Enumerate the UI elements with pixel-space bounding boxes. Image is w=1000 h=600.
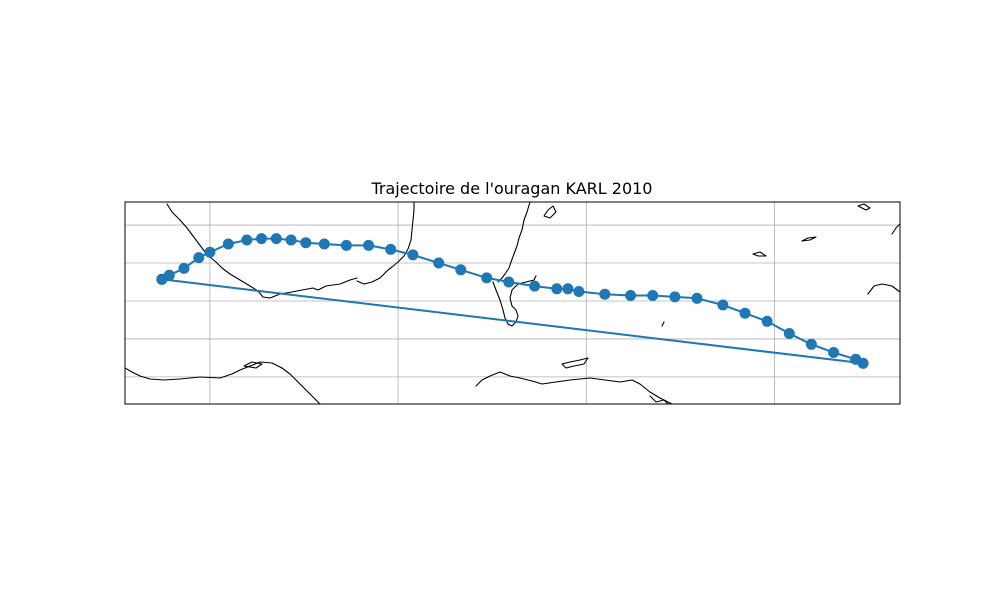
track-point-16 [433,257,445,269]
track-point-15 [407,249,419,261]
track-point-12 [340,239,352,251]
track-point-24 [599,288,611,300]
coastline-island-6 [891,223,901,235]
coastline-island-5 [857,203,871,211]
track-point-11 [318,238,330,250]
track-point-19 [503,276,515,288]
track-point-30 [739,307,751,319]
track-point-10 [300,237,312,249]
track-point-21 [551,283,563,295]
track-point-20 [529,280,541,292]
track-point-27 [669,291,681,303]
track-point-37 [156,273,168,285]
coastline-south [124,361,321,405]
coastline-island-3 [752,251,767,257]
track-point-33 [805,338,817,350]
coastline-yucatan [356,201,415,285]
coastline-central-america [475,371,673,405]
coastline-island-1 [543,205,557,219]
track-point-4 [204,246,216,258]
track-point-2 [178,262,190,274]
track-point-17 [455,264,467,276]
track-markers [156,233,869,369]
coastlines [124,201,901,405]
coastline-island-4 [801,236,817,242]
track-point-6 [241,234,253,246]
track-point-5 [222,238,234,250]
track-point-28 [691,292,703,304]
track-point-29 [717,299,729,311]
track-point-9 [285,234,297,246]
track-point-31 [761,315,773,327]
track-point-36 [857,357,869,369]
storm-track [156,233,869,369]
coastline-island-8 [661,321,665,327]
track-point-32 [783,328,795,339]
coastline-florida [497,201,531,283]
track-point-13 [363,239,375,251]
track-point-22 [562,283,574,295]
track-point-26 [647,290,659,301]
track-point-34 [828,347,840,358]
coastline-south-island [649,395,669,405]
track-point-18 [481,272,493,284]
coastline-island-7 [867,283,901,295]
map-frame [124,201,901,405]
track-point-14 [385,243,397,255]
map-background [125,202,900,404]
coastline-island-2 [561,357,589,369]
coastline-lake [243,361,263,369]
map-title: Trajectoire de l'ouragan KARL 2010 [371,179,653,198]
map-area [124,201,901,405]
coastline-gulf-north [166,203,358,299]
track-point-8 [270,233,282,245]
track-point-25 [625,290,637,301]
track-point-23 [573,286,585,297]
track-point-7 [256,233,267,245]
track-point-3 [193,252,205,264]
